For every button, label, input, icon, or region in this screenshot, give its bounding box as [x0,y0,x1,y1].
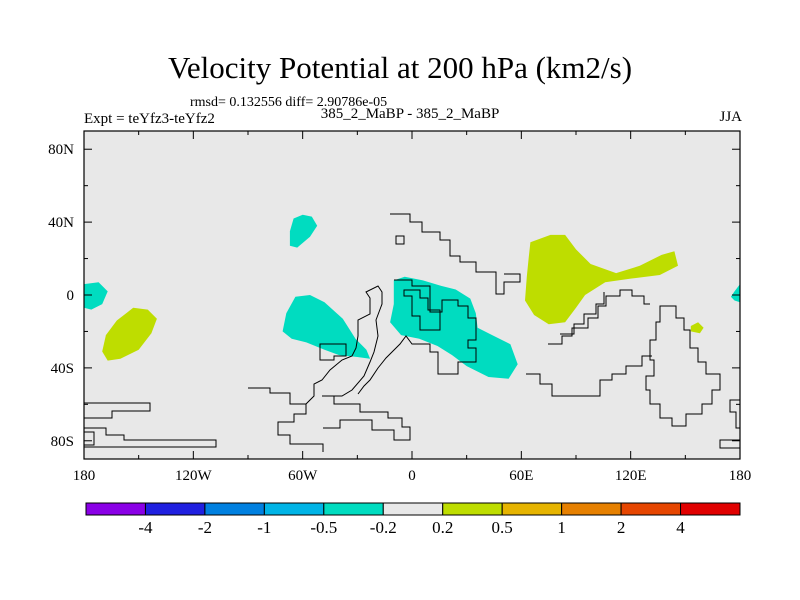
colorbar-swatch-4 [263,502,325,516]
coastline-australia-indonesia [526,289,721,427]
colorbar-swatch-3 [204,502,265,516]
colorbar-label: -4 [138,518,153,537]
colorbar-label: -0.5 [310,518,338,537]
colorbar-label: 2 [616,518,626,537]
anomaly-region-7 [102,307,157,361]
y-tick-label: 40S [51,361,74,377]
x-tick-label: 180 [73,468,96,484]
experiment-label: Expt = teYfz3-teYfz2 [84,111,215,127]
colorbar-swatch-2 [144,502,206,516]
coastline-africa [357,279,477,395]
colorbar-label: 1 [557,518,566,537]
rmsd-diff-stats: rmsd= 0.132556 diff= 2.90786e-05 [190,95,388,110]
colorbar [85,502,741,516]
colorbar-swatch-8 [501,502,563,516]
x-tick-label: 180 [729,468,752,484]
anomaly-region-3 [730,284,740,303]
colorbar-swatch-5 [323,502,384,516]
coastline-europe-asia [390,213,521,295]
coastline-east-edge [719,399,740,449]
case-label: 385_2_MaBP - 385_2_MaBP [320,106,500,122]
colorbar-swatch-7 [442,502,503,516]
colorbar-swatch-6 [382,502,444,516]
colorbar-label: 4 [676,518,685,537]
colorbar-label: -0.2 [369,518,397,537]
coastline-south-america [305,285,383,405]
coastlines [84,213,740,452]
colorbar-label: 0.5 [491,518,513,537]
x-tick-label: 60W [288,468,318,484]
colorbar-swatch-11 [680,502,741,516]
colorbar-label: -2 [197,518,212,537]
anomaly-region-4 [282,295,371,359]
anomaly-region-5 [390,276,518,379]
x-tick-label: 120E [615,468,647,484]
season-label: JJA [719,109,742,125]
anomaly-region-2 [84,282,108,310]
x-tick-label: 0 [408,468,416,484]
colorbar-swatch-1 [85,502,146,516]
y-tick-label: 0 [67,288,75,304]
coastline-antarctica [84,387,411,452]
x-tick-label: 60E [509,468,533,484]
y-tick-label: 80S [51,434,74,450]
chart-title: Velocity Potential at 200 hPa (km2/s) [167,50,633,85]
anomaly-region-1 [289,214,318,248]
colorbar-label: -1 [257,518,272,537]
x-tick-label: 120W [175,468,213,484]
anomaly-region-6 [525,234,678,325]
y-tick-label: 40N [48,215,74,231]
colorbar-label: 0.2 [432,518,454,537]
y-tick-label: 80N [48,142,74,158]
colorbar-swatch-10 [620,502,682,516]
anomaly-region-8 [690,322,704,334]
colorbar-swatch-9 [561,502,622,516]
